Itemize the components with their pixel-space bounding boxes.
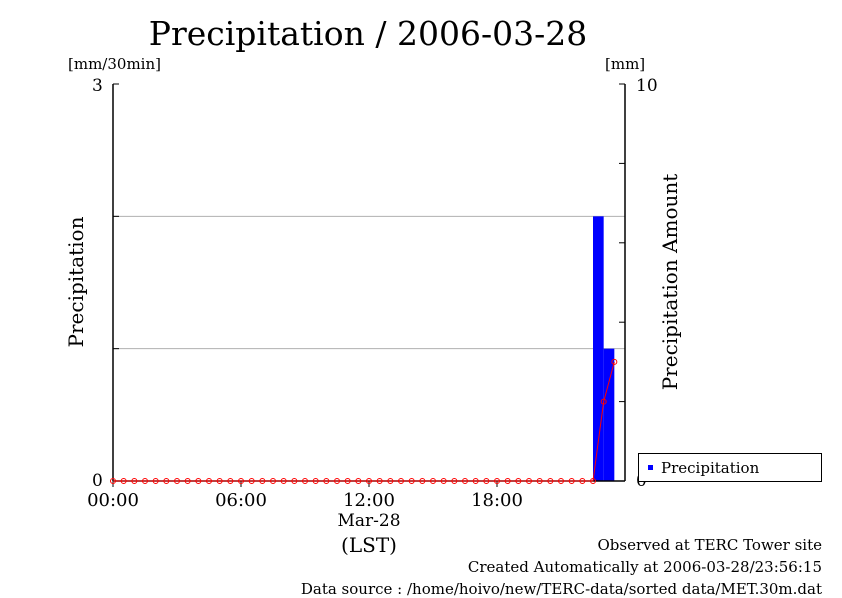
amount-point-40	[536, 478, 543, 484]
amount-point-11	[227, 478, 234, 484]
x-date-label: Mar-28	[337, 511, 401, 531]
amount-point-19	[312, 478, 319, 484]
amount-point-16	[280, 478, 287, 484]
x-tick-0600: 06:00	[215, 490, 267, 511]
amount-point-39	[526, 478, 532, 484]
amount-point-26	[387, 478, 394, 484]
amount-point-46	[600, 398, 607, 405]
amount-point-4	[152, 478, 159, 484]
amount-point-2	[131, 478, 138, 484]
amount-line	[113, 361, 615, 482]
amount-point-21	[334, 478, 340, 484]
amount-point-30	[430, 478, 436, 484]
amount-point-12	[238, 478, 244, 484]
amount-point-29	[419, 478, 426, 484]
amount-point-3	[142, 478, 148, 484]
x-tick-1200: 12:00	[343, 490, 395, 511]
amount-point-8	[195, 478, 202, 484]
amount-point-17	[291, 478, 298, 484]
footer-observed: Observed at TERC Tower site	[597, 536, 822, 554]
amount-point-14	[259, 478, 266, 484]
right-tick-max: 10	[636, 76, 658, 96]
amount-point-37	[504, 478, 511, 484]
footer-created: Created Automatically at 2006-03-28/23:5…	[467, 558, 822, 576]
amount-point-42	[558, 478, 564, 484]
plot-frame	[112, 83, 626, 487]
amount-point-5	[163, 478, 170, 484]
amount-point-9	[206, 478, 212, 484]
amount-point-18	[302, 478, 308, 484]
amount-point-10	[216, 478, 223, 484]
amount-point-0	[110, 478, 116, 484]
amount-point-41	[547, 478, 554, 484]
amount-point-43	[568, 478, 575, 484]
amount-point-22	[344, 478, 351, 484]
amount-point-23	[355, 478, 362, 484]
amount-point-24	[366, 478, 372, 484]
amount-point-35	[483, 478, 490, 484]
x-tick-1800: 18:00	[471, 490, 523, 511]
precipitation-amount-line	[110, 358, 618, 484]
amount-point-44	[579, 478, 586, 484]
chart-title: Precipitation / 2006-03-28	[148, 14, 588, 53]
gridlines	[113, 215, 625, 350]
left-axis-unit: [mm/30min]	[68, 55, 161, 73]
footer-source: Data source : /home/hoivo/new/TERC-data/…	[300, 580, 822, 598]
amount-point-47	[611, 358, 618, 365]
precipitation-bar-0	[593, 216, 604, 482]
amount-point-6	[174, 478, 180, 484]
amount-point-31	[440, 478, 447, 484]
x-timezone-label: (LST)	[341, 533, 397, 557]
right-axis-unit: [mm]	[605, 55, 646, 73]
amount-point-27	[398, 478, 404, 484]
legend: Precipitation	[638, 453, 822, 482]
amount-point-25	[376, 478, 383, 484]
precipitation-bars	[593, 216, 615, 482]
amount-point-20	[323, 478, 330, 484]
amount-point-7	[184, 478, 191, 484]
amount-point-13	[248, 478, 255, 484]
amount-point-38	[515, 478, 522, 484]
amount-point-33	[462, 478, 468, 484]
amount-point-34	[472, 478, 479, 484]
amount-point-28	[408, 478, 415, 484]
amount-point-15	[270, 478, 276, 484]
legend-label: Precipitation	[661, 459, 760, 477]
amount-point-1	[120, 478, 127, 484]
amount-point-45	[590, 478, 596, 484]
amount-point-36	[494, 478, 500, 484]
amount-point-32	[451, 478, 458, 484]
left-tick-max: 3	[92, 76, 103, 96]
x-tick-0000: 00:00	[87, 490, 139, 511]
precipitation-bar-1	[603, 348, 615, 481]
legend-swatch	[648, 465, 653, 470]
left-tick-min: 0	[92, 471, 103, 491]
